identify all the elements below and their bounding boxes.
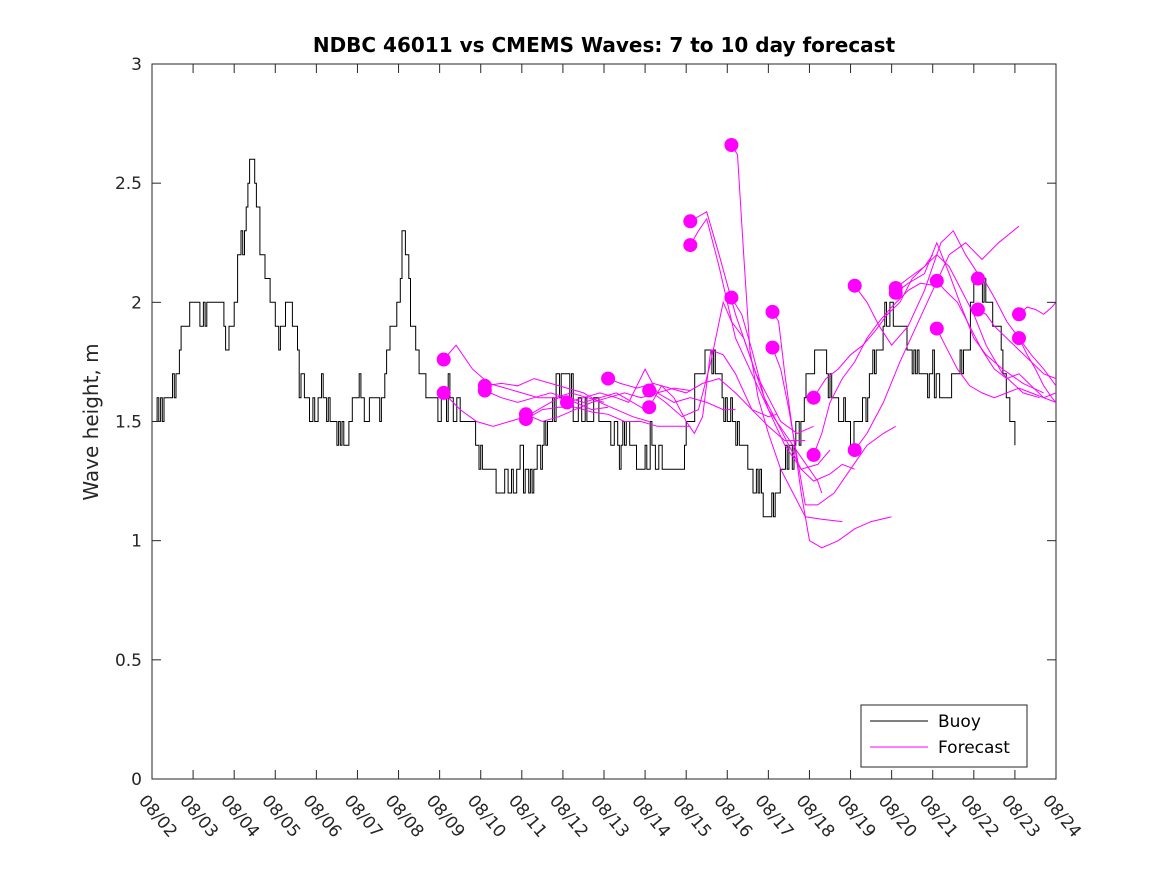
- forecast-line: [936, 328, 1057, 399]
- forecast-marker: [642, 400, 657, 415]
- y-tick-label: 2: [131, 293, 142, 313]
- forecast-marker: [847, 443, 862, 458]
- forecast-series: [443, 144, 1057, 549]
- forecast-markers: [436, 138, 1026, 462]
- y-tick-label: 1.5: [115, 413, 142, 433]
- y-tick-label: 0.5: [115, 651, 142, 671]
- legend: Buoy Forecast: [860, 704, 1028, 768]
- forecast-line: [895, 254, 1040, 399]
- forecast-marker: [929, 273, 944, 288]
- y-tick-label: 2.5: [115, 174, 142, 194]
- forecast-marker: [518, 412, 533, 427]
- forecast-marker: [970, 271, 985, 286]
- forecast-marker: [847, 278, 862, 293]
- forecast-line: [977, 309, 1057, 380]
- forecast-line: [772, 311, 892, 549]
- forecast-line: [484, 378, 650, 422]
- legend-label-buoy: Buoy: [938, 712, 981, 732]
- forecast-marker: [724, 138, 739, 152]
- forecast-line: [648, 349, 806, 442]
- forecast-marker: [765, 340, 780, 355]
- forecast-marker: [806, 447, 821, 462]
- forecast-line: [895, 241, 1044, 394]
- forecast-line: [1018, 301, 1057, 315]
- forecast-line: [443, 344, 605, 403]
- forecast-line: [854, 229, 987, 347]
- forecast-marker: [477, 383, 492, 398]
- forecast-line: [936, 280, 1057, 403]
- forecast-line: [772, 347, 896, 506]
- y-tick-label: 3: [131, 55, 142, 75]
- forecast-line: [730, 144, 843, 523]
- forecast-marker: [683, 238, 698, 253]
- forecast-marker: [929, 321, 944, 336]
- forecast-marker: [436, 385, 451, 400]
- chart-title: NDBC 46011 vs CMEMS Waves: 7 to 10 day f…: [313, 33, 896, 57]
- forecast-marker: [806, 390, 821, 405]
- forecast-marker: [1012, 331, 1026, 346]
- forecast-line: [689, 217, 823, 494]
- forecast-line: [813, 254, 934, 398]
- y-axis-label: Wave height, m: [79, 343, 103, 500]
- forecast-marker: [724, 290, 739, 305]
- forecast-marker: [436, 352, 451, 367]
- y-tick-label: 1: [131, 532, 142, 552]
- buoy-line: [152, 158, 1016, 518]
- buoy-series: [152, 158, 1016, 518]
- forecast-marker: [560, 395, 574, 410]
- forecast-line: [1018, 337, 1057, 403]
- forecast-marker: [601, 371, 616, 386]
- forecast-line: [525, 406, 691, 427]
- forecast-marker: [765, 304, 780, 319]
- forecast-line: [566, 367, 736, 411]
- forecast-marker: [1012, 307, 1026, 322]
- forecast-line: [607, 378, 777, 418]
- forecast-line: [977, 278, 1057, 387]
- forecast-line: [730, 297, 855, 482]
- forecast-line: [854, 225, 1020, 451]
- forecast-marker: [970, 302, 985, 317]
- forecast-line: [813, 282, 937, 456]
- forecast-line: [525, 387, 691, 423]
- forecast-marker: [888, 285, 903, 300]
- forecast-marker: [683, 214, 698, 229]
- y-tick-label: 0: [131, 770, 142, 790]
- legend-box: [860, 704, 1028, 768]
- forecast-marker: [642, 383, 657, 398]
- legend-label-forecast: Forecast: [938, 738, 1010, 758]
